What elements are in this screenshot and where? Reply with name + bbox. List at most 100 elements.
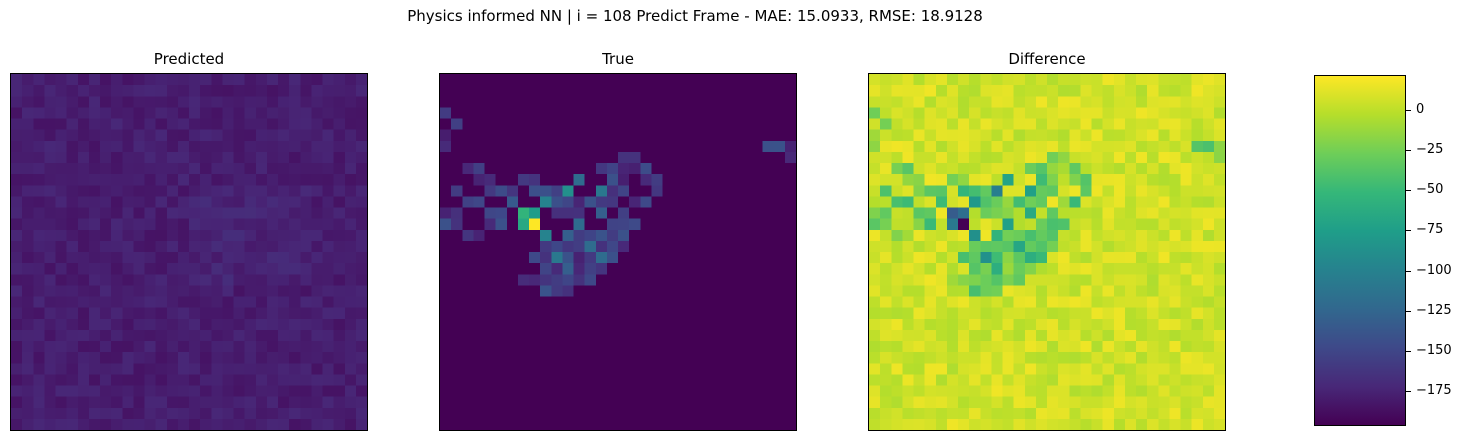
predicted-cell [155, 407, 167, 420]
predicted-cell [100, 85, 112, 97]
true-cell [451, 163, 463, 175]
true-cell [484, 274, 496, 286]
true-cell [784, 296, 796, 308]
difference-cell [1113, 396, 1126, 408]
difference-cell [1002, 329, 1014, 342]
predicted-cell [244, 163, 256, 175]
predicted-cell [44, 329, 56, 342]
difference-cell [1213, 263, 1225, 275]
predicted-cell [44, 118, 56, 130]
true-cell [451, 218, 463, 230]
difference-cell [1069, 418, 1081, 430]
predicted-cell [289, 352, 301, 364]
predicted-cell [88, 107, 101, 119]
difference-cell [902, 374, 914, 386]
difference-cell [991, 174, 1003, 186]
predicted-cell [255, 174, 268, 186]
true-cell [573, 296, 585, 308]
true-cell [729, 96, 741, 108]
difference-cell [924, 151, 936, 164]
predicted-cell [278, 140, 290, 153]
true-cell [540, 418, 552, 430]
predicted-cell [133, 285, 145, 297]
true-cell [473, 307, 485, 319]
difference-cell [946, 274, 959, 286]
true-cell [762, 418, 774, 430]
true-cell [618, 163, 630, 175]
true-cell [695, 407, 708, 420]
difference-cell [1024, 140, 1037, 153]
difference-cell [935, 229, 948, 242]
true-cell [540, 407, 552, 420]
difference-cell [1080, 174, 1092, 186]
difference-cell [946, 385, 959, 397]
true-cell [462, 151, 474, 164]
predicted-cell [222, 263, 234, 275]
true-cell [784, 329, 796, 342]
difference-cell [1202, 140, 1215, 153]
true-cell [651, 151, 663, 164]
predicted-cell [55, 185, 67, 197]
true-cell [506, 240, 519, 253]
true-cell [473, 296, 485, 308]
difference-cell [1180, 240, 1192, 253]
difference-cell [1202, 318, 1215, 331]
difference-cell [1202, 352, 1215, 364]
true-cell [740, 318, 752, 331]
difference-cell [1113, 285, 1126, 297]
colorbar-tick-mark [1406, 110, 1411, 112]
predicted-cell [144, 74, 156, 86]
predicted-cell [100, 374, 112, 386]
predicted-cell [133, 352, 145, 364]
difference-cell [1136, 363, 1148, 375]
true-cell [762, 318, 774, 331]
predicted-cell [278, 85, 290, 97]
predicted-cell [66, 285, 78, 297]
true-cell [740, 196, 752, 208]
difference-cell [1213, 240, 1225, 253]
true-cell [784, 96, 796, 108]
predicted-cell [100, 274, 112, 286]
difference-cell [1035, 174, 1048, 186]
predicted-cell [266, 163, 279, 175]
true-cell [495, 352, 507, 364]
predicted-cell [200, 396, 212, 408]
predicted-cell [289, 252, 301, 264]
true-cell [662, 151, 674, 164]
predicted-cell [300, 252, 312, 264]
difference-cell [869, 396, 881, 408]
predicted-cell [322, 163, 334, 175]
true-cell [606, 252, 619, 264]
difference-cell [1113, 318, 1126, 331]
predicted-cell [344, 252, 357, 264]
difference-cell [946, 341, 959, 353]
difference-cell [958, 318, 970, 331]
predicted-cell [88, 118, 101, 130]
predicted-cell [100, 396, 112, 408]
difference-cell [1035, 140, 1048, 153]
true-cell [629, 229, 641, 242]
difference-cell [1158, 285, 1170, 297]
difference-cell [946, 85, 959, 97]
difference-cell [880, 140, 892, 153]
predicted-cell [278, 274, 290, 286]
difference-cell [880, 263, 892, 275]
difference-cell [1002, 129, 1014, 141]
predicted-cell [266, 151, 279, 164]
predicted-cell [33, 396, 45, 408]
predicted-cell [322, 263, 334, 275]
predicted-cell [255, 74, 268, 86]
difference-cell [1024, 74, 1037, 86]
difference-cell [1013, 363, 1025, 375]
true-cell [651, 318, 663, 331]
predicted-cell [11, 185, 23, 197]
true-cell [662, 374, 674, 386]
predicted-cell [66, 274, 78, 286]
predicted-cell [144, 307, 156, 319]
predicted-cell [300, 85, 312, 97]
difference-cell [958, 96, 970, 108]
predicted-cell [111, 318, 123, 331]
predicted-cell [144, 129, 156, 141]
true-cell [506, 185, 519, 197]
difference-cell [1113, 218, 1126, 230]
